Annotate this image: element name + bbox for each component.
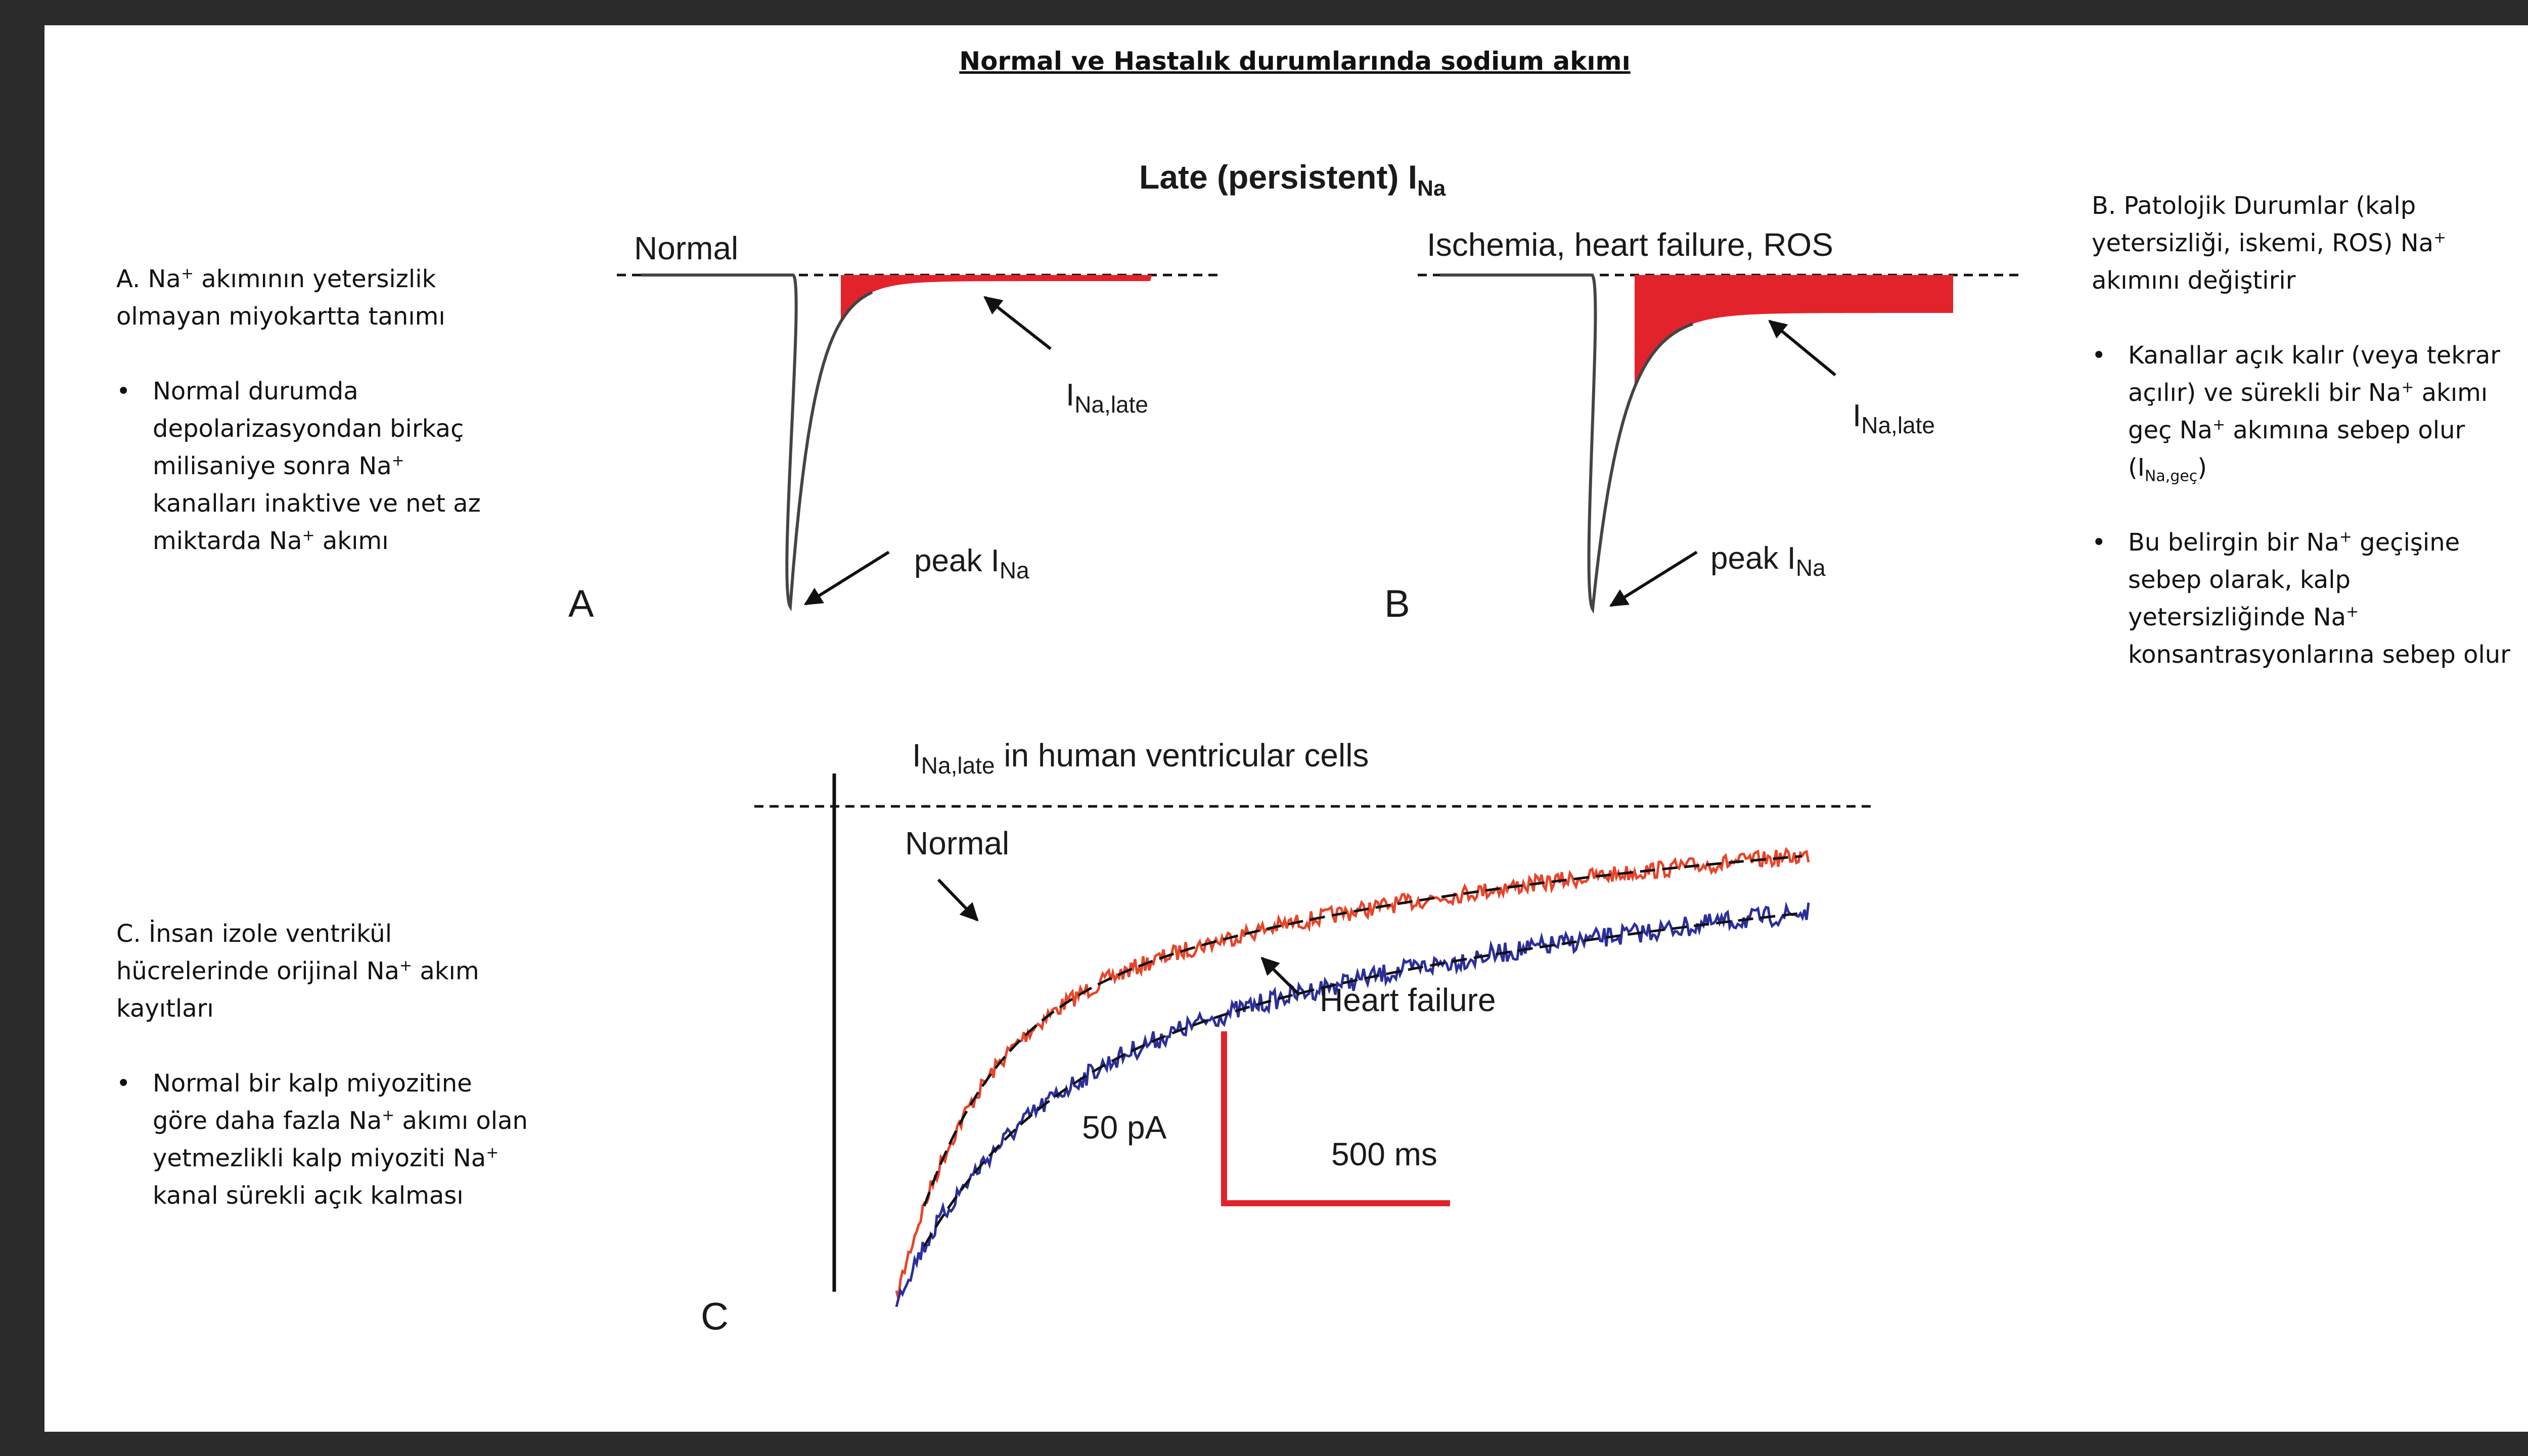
panel-b-current-trace [1440,274,1694,614]
panel-c-heart-failure-fit [923,912,1802,1247]
slide-title: Normal ve Hastalık durumlarında sodium a… [959,47,1631,76]
panel-b-condition-label: Ischemia, heart failure, ROS [1427,226,1833,263]
panel-a-late-arrow [983,296,1052,350]
panel-b-peak-label: peak INa [1710,541,1826,581]
note-c: C. İnsan izole ventrikül hücrelerinde or… [116,915,531,1252]
panel-a-condition-label: Normal [634,230,738,266]
panel-a: Normal INa,late peak INa A [568,230,1223,625]
note-a: A. Na+ akımının yetersizlik olmayan miyo… [116,260,511,597]
slide: Normal ve Hastalık durumlarında sodium a… [44,25,2528,1432]
panel-b-letter: B [1384,582,1410,625]
panel-c: INa,late in human ventricular cells Norm… [701,737,1875,1338]
panel-c-normal-label: Normal [905,825,1009,861]
panel-c-normal-fit [923,855,1802,1207]
note-b-bullet-2: Bu belirgin bir Na+ geçişine sebep olara… [2092,524,2516,673]
note-c-heading: C. İnsan izole ventrikül hücrelerinde or… [116,920,479,1023]
panel-b-peak-arrow [1609,551,1698,607]
figure-top-title: Late (persistent) INa [1139,158,1446,201]
panel-c-heart-failure-label: Heart failure [1320,982,1496,1018]
panel-a-late-label: INa,late [1066,378,1148,418]
note-b-heading: B. Patolojik Durumlar (kalp yetersizliği… [2092,192,2447,295]
panel-a-peak-arrow [803,551,890,606]
panel-c-scale-x-label: 500 ms [1331,1136,1437,1172]
panel-b-late-current-fill [1635,275,1953,387]
panel-b-late-arrow [1768,320,1836,377]
panel-c-normal-trace [895,847,1810,1299]
panel-a-peak-label: peak INa [914,543,1029,583]
panel-b: Ischemia, heart failure, ROS INa,late pe… [1384,226,2021,625]
note-b: B. Patolojik Durumlar (kalp yetersizliği… [2092,187,2516,711]
panel-c-heart-failure-trace [895,901,1810,1307]
panel-c-normal-arrow [937,878,979,922]
note-a-heading: A. Na+ akımının yetersizlik olmayan miyo… [116,265,445,331]
panel-b-late-label: INa,late [1853,398,1935,438]
panel-c-heart-failure-arrow [1260,957,1301,996]
panel-c-scale-y-label: 50 pA [1082,1109,1167,1146]
note-b-bullet-1: Kanallar açık kalır (veya tekrar açılır)… [2092,337,2516,486]
panel-a-current-trace [641,274,873,612]
note-a-bullet: Normal durumda depolarizasyondan birkaç … [116,373,511,560]
panel-a-late-current-fill [841,275,1152,322]
note-c-bullet: Normal bir kalp miyozitine göre daha faz… [116,1065,531,1214]
panel-c-letter: C [701,1295,729,1338]
panel-c-title: INa,late in human ventricular cells [912,737,1369,779]
sodium-current-figure: Late (persistent) INa Normal INa,late pe… [568,158,2021,1338]
panel-a-letter: A [568,582,594,625]
panel-c-scale-bar [1221,1031,1450,1206]
